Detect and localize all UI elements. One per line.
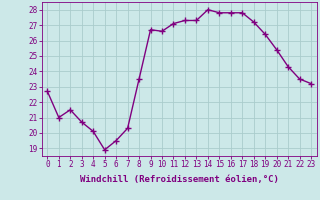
X-axis label: Windchill (Refroidissement éolien,°C): Windchill (Refroidissement éolien,°C) [80,175,279,184]
